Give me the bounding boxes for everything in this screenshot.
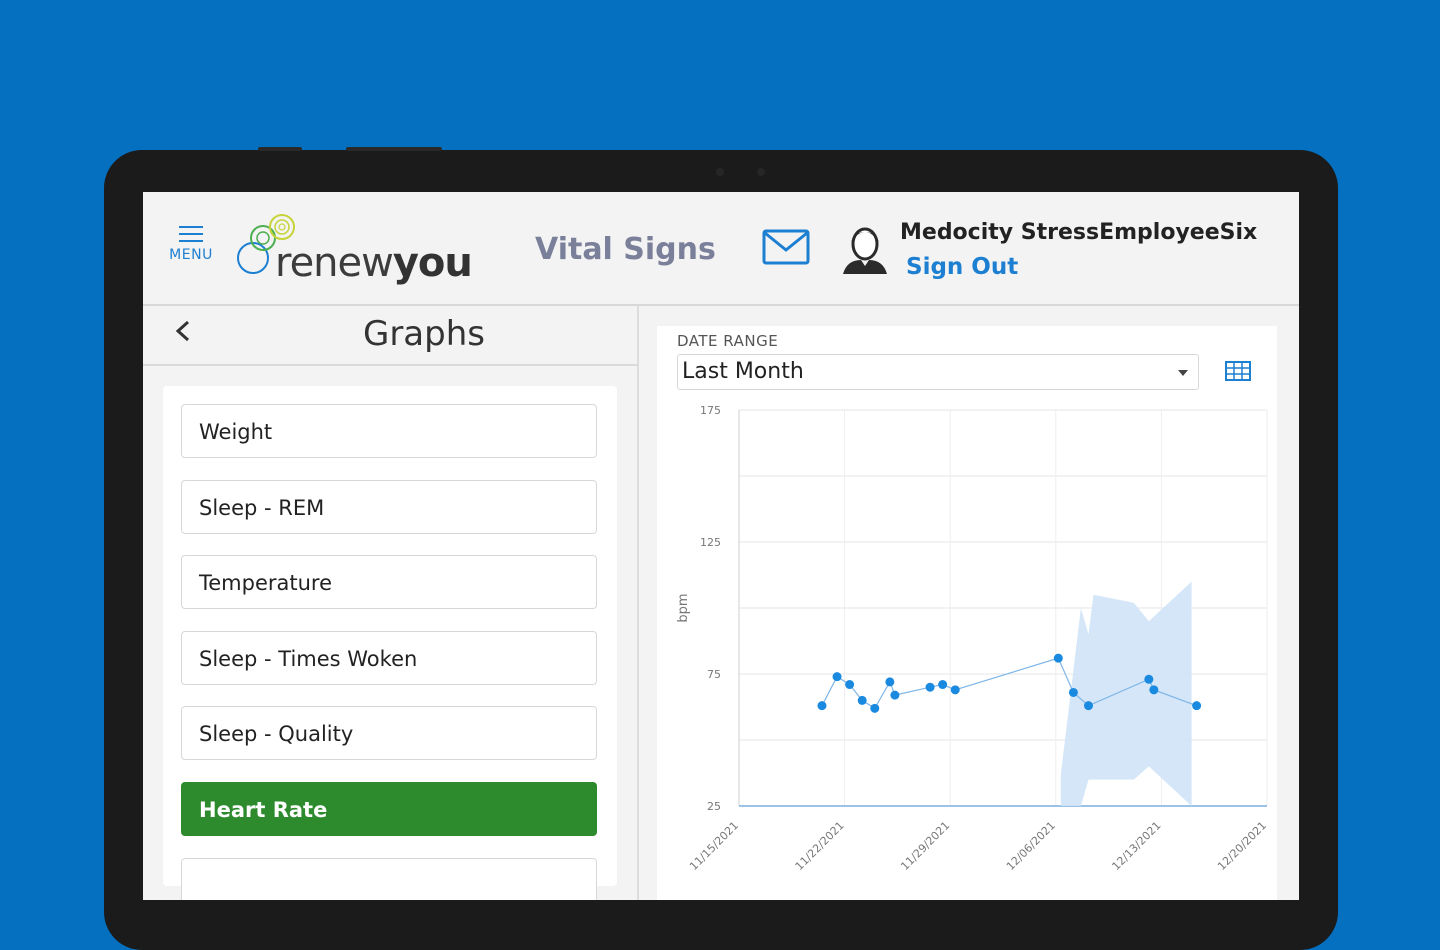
page-title: Vital Signs [535,232,716,267]
data-point [870,703,880,713]
avatar [841,222,889,276]
date-range-select[interactable]: Last Month [677,354,1199,390]
data-point [857,695,867,705]
renewyou-logo: renewyou [235,210,485,286]
x-tick-label: 11/15/2021 [687,819,741,873]
graph-item[interactable]: Sleep - Times Woken [181,630,597,685]
camera-dot [716,168,724,176]
tablet-button [346,147,442,151]
graphs-panel: Graphs Weight Sleep - REM Temperature Sleep… [143,306,639,900]
graph-item[interactable]: Sleep - REM [181,479,597,534]
data-point [938,680,948,690]
app-header: MENU renewyou Vital Signs [143,192,1299,306]
menu-label: MENU [169,247,213,263]
user-silhouette-icon [843,227,887,274]
graphs-toolbar: Graphs [143,306,637,366]
user-name: Medocity StressEmployeeSix [900,220,1258,245]
y-tick-label: 75 [707,668,721,681]
sign-out-link[interactable]: Sign Out [906,254,1019,280]
data-point [817,701,827,711]
heart-rate-chart: 25 75 125 175 bpm 11/15/2021 11/22/2021 11/29/2… [676,404,1269,873]
tablet-button [258,147,302,151]
table-icon [1225,361,1251,381]
y-tick-label: 125 [700,536,721,549]
data-point [832,672,842,682]
y-tick-label: 175 [700,404,721,417]
envelope-icon [762,229,810,265]
chart-panel: DATE RANGE Last Month 25 75 125 175 bpm 11/15… [657,326,1277,900]
x-tick-label: 11/22/2021 [793,819,847,873]
x-tick-label: 12/13/2021 [1109,819,1163,873]
y-axis-label: bpm [676,593,691,622]
graphs-title: Graphs [362,314,485,354]
mail-button[interactable] [761,228,813,268]
graph-item[interactable]: Sleep - Quality [181,706,597,761]
app-screen: MENU renewyou Vital Signs [143,192,1299,900]
hamburger-icon [179,226,203,242]
data-point [925,682,935,692]
graph-type-list: Weight Sleep - REM Temperature Sleep - Time… [163,386,617,900]
logo-circles-icon [237,214,295,274]
data-point [1083,701,1093,711]
camera-dot [757,168,765,176]
chevron-left-icon [175,320,190,342]
x-tick-label: 11/29/2021 [898,819,952,873]
back-button[interactable] [173,316,193,354]
series-line [821,657,1197,710]
data-point [890,690,900,700]
caret-down-icon [1178,370,1188,376]
data-point [1144,674,1154,684]
x-tick-label: 12/06/2021 [1004,819,1058,873]
data-point [1053,653,1063,663]
data-point [845,680,855,690]
data-point [1149,685,1159,695]
range-band [1060,581,1192,806]
graph-item[interactable]: Heart Rate [181,782,597,836]
menu-button[interactable]: MENU [161,226,221,270]
data-point [885,677,895,687]
logo-wordmark: renewyou [275,240,473,286]
data-point [1068,687,1078,697]
table-view-button[interactable] [1225,360,1251,382]
y-tick-label: 25 [707,800,721,813]
data-point [1192,701,1202,711]
x-tick-label: 12/20/2021 [1215,819,1269,873]
graph-item[interactable]: Weight [181,404,597,458]
date-range-value: Last Month [682,359,804,384]
graph-item[interactable]: Temperature [181,555,597,610]
graph-item[interactable] [181,857,597,900]
data-point [950,685,960,695]
date-range-label: DATE RANGE [677,332,779,350]
